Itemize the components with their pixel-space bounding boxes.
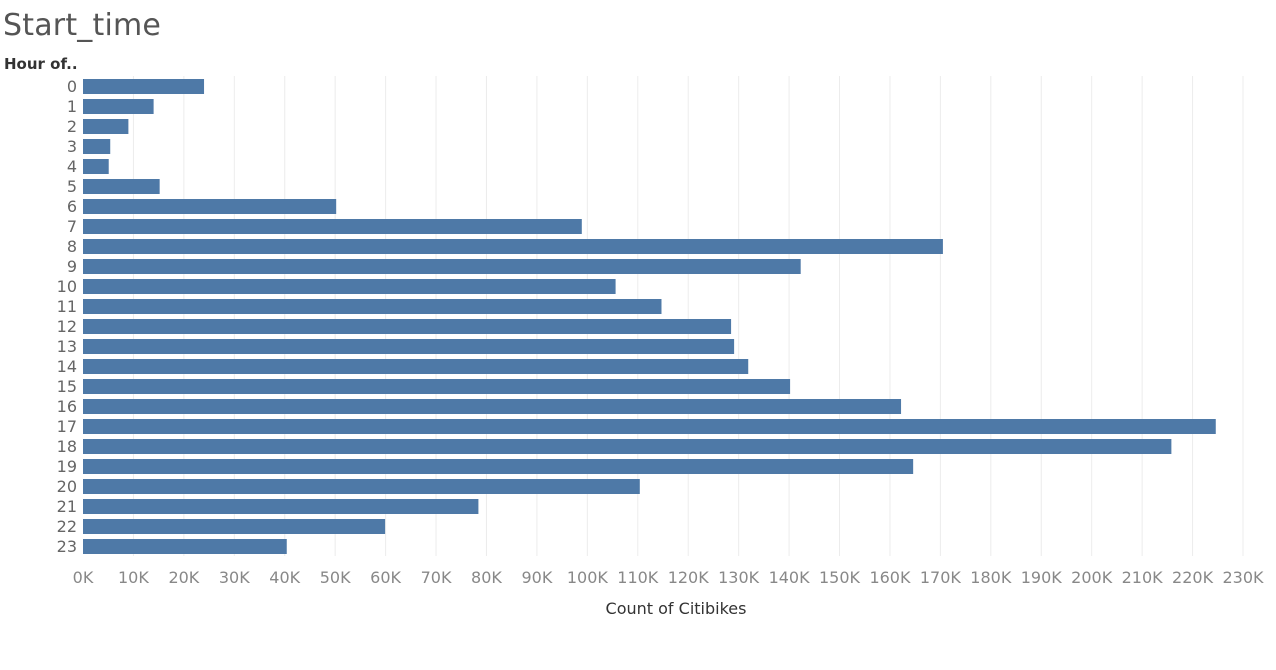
bar-hour-13[interactable] — [83, 339, 735, 354]
y-tick-label[interactable]: 2 — [67, 117, 77, 136]
y-tick-label[interactable]: 22 — [57, 517, 77, 536]
x-tick-label: 160K — [869, 568, 911, 587]
y-tick-label[interactable]: 9 — [67, 257, 77, 276]
y-tick-label[interactable]: 14 — [57, 357, 77, 376]
y-tick-label[interactable]: 1 — [67, 97, 77, 116]
grid-lines — [132, 76, 1244, 556]
x-tick-label: 60K — [370, 568, 401, 587]
y-tick-label[interactable]: 23 — [57, 537, 77, 556]
bar-hour-3[interactable] — [83, 139, 111, 154]
x-tick-label: 70K — [421, 568, 452, 587]
y-tick-label[interactable]: 0 — [67, 77, 77, 96]
x-tick-label: 200K — [1071, 568, 1113, 587]
x-tick-label: 10K — [118, 568, 149, 587]
x-tick-label: 150K — [819, 568, 861, 587]
x-tick-label: 210K — [1122, 568, 1164, 587]
bar-hour-11[interactable] — [83, 299, 662, 314]
x-tick-label: 190K — [1021, 568, 1063, 587]
bar-hour-8[interactable] — [83, 239, 943, 254]
x-axis-title: Count of Citibikes — [606, 599, 747, 618]
y-tick-label[interactable]: 20 — [57, 477, 77, 496]
y-tick-label[interactable]: 5 — [67, 177, 77, 196]
x-tick-label: 80K — [471, 568, 502, 587]
y-tick-label[interactable]: 7 — [67, 217, 77, 236]
bar-hour-23[interactable] — [83, 539, 287, 554]
bar-hour-17[interactable] — [83, 419, 1216, 434]
bar-hour-9[interactable] — [83, 259, 801, 274]
y-tick-label[interactable]: 13 — [57, 337, 77, 356]
x-tick-label: 40K — [269, 568, 300, 587]
x-tick-label: 110K — [617, 568, 659, 587]
bar-hour-20[interactable] — [83, 479, 640, 494]
bar-hour-5[interactable] — [83, 179, 160, 194]
bar-hour-12[interactable] — [83, 319, 732, 334]
y-tick-label[interactable]: 10 — [57, 277, 77, 296]
chart-title: Start_time — [3, 8, 162, 43]
bar-hour-0[interactable] — [83, 79, 205, 94]
x-tick-label: 230K — [1222, 568, 1264, 587]
x-tick-label: 90K — [521, 568, 552, 587]
y-tick-label[interactable]: 16 — [57, 397, 77, 416]
x-tick-label: 100K — [567, 568, 609, 587]
bar-hour-6[interactable] — [83, 199, 337, 214]
bar-hour-19[interactable] — [83, 459, 914, 474]
y-tick-label[interactable]: 3 — [67, 137, 77, 156]
y-tick-label[interactable]: 6 — [67, 197, 77, 216]
x-tick-label: 20K — [168, 568, 199, 587]
bar-hour-15[interactable] — [83, 379, 791, 394]
x-tick-label: 130K — [718, 568, 760, 587]
bar-hour-18[interactable] — [83, 439, 1172, 454]
x-tick-label: 140K — [769, 568, 811, 587]
y-tick-label[interactable]: 8 — [67, 237, 77, 256]
bar-hour-2[interactable] — [83, 119, 129, 134]
x-tick-label: 30K — [219, 568, 250, 587]
row-header[interactable]: Hour of.. — [4, 55, 78, 73]
bar-hour-21[interactable] — [83, 499, 479, 514]
y-tick-label[interactable]: 4 — [67, 157, 77, 176]
y-tick-label[interactable]: 19 — [57, 457, 77, 476]
y-tick-label[interactable]: 21 — [57, 497, 77, 516]
bar-hour-7[interactable] — [83, 219, 582, 234]
x-tick-label: 50K — [320, 568, 351, 587]
y-tick-label[interactable]: 15 — [57, 377, 77, 396]
bar-hour-1[interactable] — [83, 99, 154, 114]
x-tick-label: 120K — [668, 568, 710, 587]
y-tick-label[interactable]: 12 — [57, 317, 77, 336]
x-tick-label: 220K — [1172, 568, 1214, 587]
y-tick-label[interactable]: 11 — [57, 297, 77, 316]
bar-hour-16[interactable] — [83, 399, 902, 414]
y-tick-label[interactable]: 18 — [57, 437, 77, 456]
x-tick-label: 0K — [73, 568, 94, 587]
bars — [83, 79, 1216, 554]
bar-hour-22[interactable] — [83, 519, 386, 534]
bar-hour-10[interactable] — [83, 279, 616, 294]
x-axis-ticks[interactable]: 0K 10K 20K 30K 40K 50K 60K 70K 80K 90K 100K 110K 120… — [73, 568, 1264, 587]
x-tick-label: 180K — [970, 568, 1012, 587]
bar-hour-14[interactable] — [83, 359, 749, 374]
x-tick-label: 170K — [920, 568, 962, 587]
bar-hour-4[interactable] — [83, 159, 109, 174]
y-tick-label[interactable]: 17 — [57, 417, 77, 436]
